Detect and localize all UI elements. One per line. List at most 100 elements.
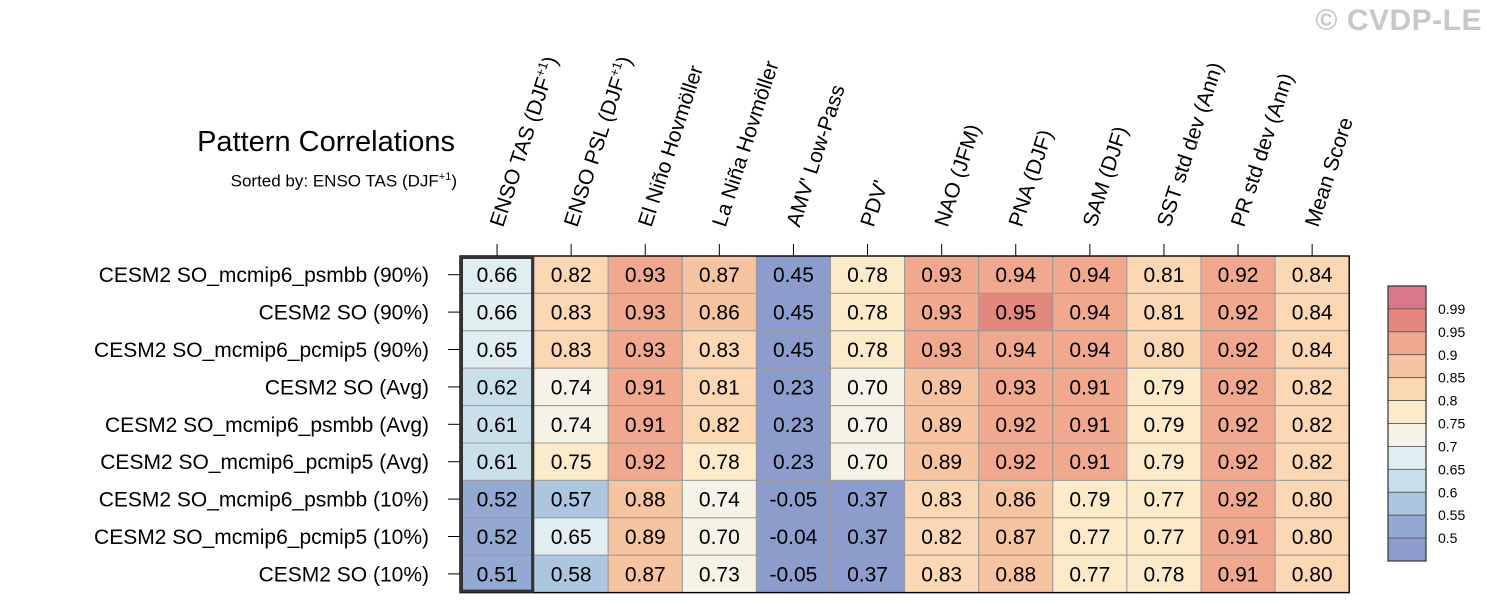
- cell-value-label: 0.81: [1144, 264, 1185, 287]
- cell-value-label: 0.87: [699, 264, 740, 287]
- cell-value-label: 0.88: [995, 563, 1036, 586]
- cell-value-label: 0.93: [625, 264, 666, 287]
- column-label-text: SST std dev (Ann): [1153, 60, 1228, 230]
- heatmap-cell: [1274, 405, 1350, 444]
- heatmap-cell: [533, 405, 609, 444]
- sorted-column-highlight: [460, 256, 535, 593]
- subtitle-prefix: Sorted by: ENSO TAS (DJF: [230, 171, 439, 191]
- column-label-sup: +1: [606, 60, 625, 79]
- heatmap-cell: [755, 554, 832, 594]
- heatmap-cell: [1052, 442, 1128, 481]
- column-label: NAO (JFM): [931, 121, 986, 229]
- heatmap-cell: [1126, 330, 1202, 369]
- cell-value-label: 0.65: [551, 526, 592, 549]
- cell-value-label: 0.52: [477, 489, 518, 512]
- heatmap-cell: [533, 330, 609, 369]
- column-label-text: SAM (DJF): [1079, 124, 1133, 230]
- heatmap-cell: [459, 330, 535, 369]
- cell-value-label: 0.37: [847, 526, 888, 549]
- watermark: © CVDP-LE: [1315, 4, 1482, 37]
- cell-value-label: 0.74: [551, 414, 592, 437]
- column-label-text: PNA (DJF): [1005, 127, 1058, 230]
- heatmap-cell: [1200, 330, 1276, 369]
- cell-value-label: 0.83: [921, 489, 962, 512]
- cell-value-label: -0.04: [770, 526, 818, 549]
- subtitle-sup: +1: [438, 171, 452, 183]
- cell-value-label: 0.91: [1069, 451, 1110, 474]
- heatmap-cell: [607, 554, 683, 594]
- cell-value-label: -0.05: [770, 489, 818, 512]
- cell-value-label: 0.81: [1144, 302, 1185, 325]
- cell-value-label: 0.77: [1069, 526, 1110, 549]
- cell-value-label: 0.74: [551, 376, 592, 399]
- cell-value-label: 0.94: [1069, 339, 1110, 362]
- cell-value-label: 0.93: [625, 339, 666, 362]
- cell-value-label: 0.70: [847, 451, 888, 474]
- heatmap-cell: [459, 554, 535, 594]
- colorbar-tick-label: 0.95: [1438, 324, 1465, 340]
- chart-subtitle: Sorted by: ENSO TAS (DJF+1): [231, 171, 457, 192]
- cell-value-label: 0.81: [699, 376, 740, 399]
- cell-value-label: 0.94: [1069, 264, 1110, 287]
- cell-value-label: 0.93: [625, 302, 666, 325]
- heatmap-cell: [1052, 554, 1128, 594]
- colorbar-tick-label: 0.99: [1438, 301, 1465, 317]
- cell-value-label: 0.89: [921, 376, 962, 399]
- cell-value-label: 0.66: [477, 302, 518, 325]
- heatmap-cell: [533, 479, 609, 519]
- heatmap-cell: [830, 405, 906, 444]
- cell-value-label: 0.58: [551, 563, 592, 586]
- heatmap-cell: [1274, 255, 1350, 294]
- cell-value-label: 0.83: [551, 302, 592, 325]
- cell-value-label: 0.82: [921, 526, 962, 549]
- cell-value-label: 0.93: [921, 302, 962, 325]
- column-label: El Niño Hovmöller: [634, 63, 708, 230]
- row-label: CESM2 SO_mcmip6_pcmip5 (10%): [94, 526, 429, 549]
- column-label-text: El Niño Hovmöller: [634, 63, 708, 230]
- row-label: CESM2 SO_mcmip6_psmbb (10%): [99, 489, 429, 512]
- cell-value-label: 0.83: [551, 339, 592, 362]
- column-label: La Niña Hovmöller: [708, 58, 783, 229]
- cell-value-label: 0.78: [699, 451, 740, 474]
- colorbar-swatch: [1387, 285, 1427, 310]
- heatmap-cell: [978, 517, 1054, 556]
- cell-value-label: 0.80: [1292, 563, 1333, 586]
- heatmap-cell: [1126, 292, 1202, 332]
- cell-value-label: 0.93: [995, 376, 1036, 399]
- heatmap-cell: [607, 330, 683, 369]
- cell-value-label: 0.91: [1069, 376, 1110, 399]
- cell-value-label: 0.57: [551, 489, 592, 512]
- colorbar-tick-label: 0.6: [1438, 484, 1458, 500]
- cell-value-label: 0.61: [477, 414, 518, 437]
- cell-value-label: 0.86: [995, 489, 1036, 512]
- cell-value-label: 0.80: [1144, 339, 1185, 362]
- colorbar-tick-label: 0.65: [1438, 461, 1465, 477]
- cell-value-label: 0.92: [1218, 339, 1259, 362]
- heatmap-cell: [755, 405, 832, 444]
- heatmap-cell: [1126, 554, 1202, 594]
- column-label: SAM (DJF): [1079, 124, 1133, 230]
- row-label: CESM2 SO (10%): [259, 563, 429, 586]
- cell-value-label: 0.82: [699, 414, 740, 437]
- cell-value-label: 0.92: [1218, 264, 1259, 287]
- column-label: SST std dev (Ann): [1153, 60, 1228, 230]
- heatmap-cell: [607, 479, 683, 519]
- column-label: Mean Score: [1301, 115, 1358, 230]
- colorbar-swatch: [1387, 400, 1427, 424]
- row-label: CESM2 SO_mcmip6_pcmip5 (90%): [94, 339, 429, 362]
- heatmap-cell: [1052, 405, 1128, 444]
- heatmap-cell: [1052, 255, 1128, 294]
- subtitle-suffix: ): [451, 171, 457, 191]
- cell-value-label: 0.52: [477, 526, 518, 549]
- cell-value-label: 0.92: [995, 414, 1036, 437]
- column-label-text: NAO (JFM): [931, 121, 986, 229]
- cell-value-label: 0.95: [995, 302, 1036, 325]
- cell-value-label: 0.77: [1069, 563, 1110, 586]
- cell-value-label: 0.78: [847, 339, 888, 362]
- cell-value-label: 0.78: [847, 264, 888, 287]
- heatmap-cell: [904, 255, 980, 294]
- heatmap-cell: [1200, 255, 1276, 294]
- cell-value-label: 0.91: [1069, 414, 1110, 437]
- cell-value-label: 0.93: [921, 264, 962, 287]
- colorbar-swatch: [1387, 446, 1427, 470]
